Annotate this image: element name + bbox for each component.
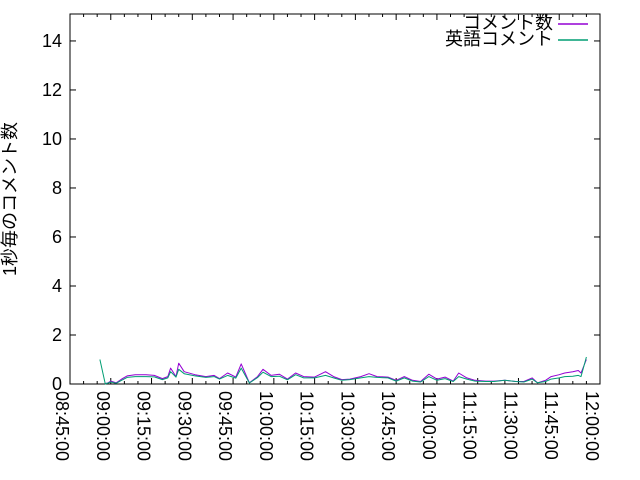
y-tick-label: 8 (52, 178, 62, 198)
x-tick-label: 10:15:00 (297, 391, 317, 461)
legend-label-0: コメント数 (463, 13, 553, 33)
x-tick-label: 11:00:00 (419, 391, 439, 460)
y-axis-title: 1秒毎のコメント数 (0, 122, 20, 276)
x-tick-label: 10:30:00 (337, 391, 357, 461)
legend-label-1: 英語コメント (445, 29, 553, 49)
y-tick-label: 2 (52, 325, 62, 345)
y-tick-label: 10 (42, 129, 62, 149)
x-tick-label: 09:45:00 (215, 391, 235, 461)
y-tick-label: 4 (52, 276, 62, 296)
series-line-1 (99, 356, 587, 385)
x-tick-label: 11:15:00 (460, 391, 480, 460)
y-tick-label: 0 (52, 374, 62, 394)
y-tick-label: 14 (42, 31, 62, 51)
plot-border (69, 13, 601, 385)
y-tick-label: 12 (42, 80, 62, 100)
x-tick-label: 09:00:00 (93, 391, 113, 461)
x-tick-label: 09:15:00 (134, 391, 154, 461)
x-tick-label: 12:00:00 (582, 391, 602, 461)
x-tick-label: 08:45:00 (52, 391, 72, 461)
y-tick-label: 6 (52, 227, 62, 247)
x-tick-label: 11:30:00 (500, 391, 520, 460)
x-tick-label: 11:45:00 (541, 391, 561, 460)
x-tick-label: 10:45:00 (378, 391, 398, 461)
x-tick-label: 10:00:00 (256, 391, 276, 461)
x-tick-label: 09:30:00 (174, 391, 194, 461)
